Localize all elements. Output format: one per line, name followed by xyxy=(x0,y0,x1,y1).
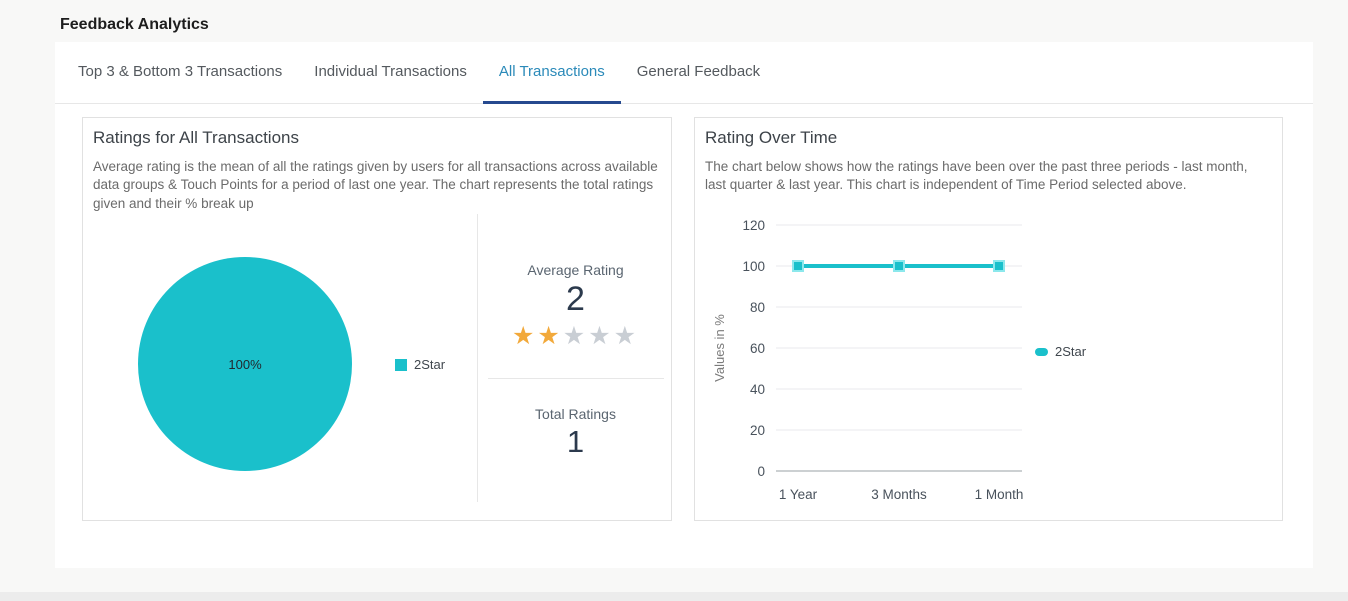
horizontal-divider xyxy=(487,378,664,379)
pie-legend-item-2star[interactable]: 2Star xyxy=(395,357,445,372)
card-title: Rating Over Time xyxy=(705,128,838,147)
legend-label: 2Star xyxy=(414,357,446,372)
svg-text:40: 40 xyxy=(750,382,765,397)
svg-text:100: 100 xyxy=(742,259,765,274)
rating-stats: Average Rating 2 ★★★★★ Total Ratings 1 xyxy=(478,262,673,460)
line-legend-item-2star[interactable]: 2Star xyxy=(1035,344,1086,359)
total-ratings-value: 1 xyxy=(566,424,585,459)
average-rating-label: Average Rating xyxy=(527,262,624,278)
star-empty-icon: ★★★ xyxy=(562,322,640,350)
pie-chart: 100% xyxy=(138,257,352,471)
svg-text:120: 120 xyxy=(742,218,765,233)
tab-all-transactions[interactable]: All Transactions xyxy=(482,42,621,104)
total-ratings-label: Total Ratings xyxy=(535,406,616,422)
pie-slice-label: 100% xyxy=(228,356,262,372)
tab-general-feedback[interactable]: General Feedback xyxy=(621,42,776,104)
svg-text:3 Months: 3 Months xyxy=(871,487,927,502)
svg-text:1 Month: 1 Month xyxy=(975,487,1024,502)
svg-text:80: 80 xyxy=(750,300,765,315)
card-description: Average rating is the mean of all the ra… xyxy=(93,159,658,211)
card-title: Ratings for All Transactions xyxy=(93,128,299,147)
tab-label: Top 3 & Bottom 3 Transactions xyxy=(78,63,283,80)
line-chart-svg: 0 20 40 60 80 100 120 1 Year 3 Months 1 Month Valu… xyxy=(712,218,1024,502)
rating-over-time-card: Rating Over Time The chart below shows h… xyxy=(694,117,1283,521)
average-rating-value: 2 xyxy=(566,280,585,318)
svg-text:Values in %: Values in % xyxy=(712,314,727,382)
footer-strip xyxy=(0,592,1348,601)
svg-text:60: 60 xyxy=(750,341,765,356)
legend-label: 2Star xyxy=(1055,344,1087,359)
tab-label: Individual Transactions xyxy=(314,63,467,80)
ratings-for-all-transactions-card: Ratings for All Transactions Average rat… xyxy=(82,117,672,521)
tab-label: All Transactions xyxy=(498,63,605,80)
svg-text:20: 20 xyxy=(750,423,765,438)
tab-individual-transactions[interactable]: Individual Transactions xyxy=(298,42,483,104)
svg-text:1 Year: 1 Year xyxy=(779,487,818,502)
content-panel: Top 3 & Bottom 3 Transactions Individual… xyxy=(55,42,1313,568)
vertical-divider xyxy=(477,214,478,502)
tab-label: General Feedback xyxy=(636,63,761,80)
tab-bar: Top 3 & Bottom 3 Transactions Individual… xyxy=(55,42,1313,104)
legend-swatch xyxy=(1035,347,1048,356)
tab-top3-bottom3-transactions[interactable]: Top 3 & Bottom 3 Transactions xyxy=(62,42,298,104)
star-filled-icon: ★★ xyxy=(511,322,563,350)
page-title: Feedback Analytics xyxy=(60,16,209,33)
legend-swatch xyxy=(395,358,407,371)
svg-text:0: 0 xyxy=(757,464,765,479)
card-description: The chart below shows how the ratings ha… xyxy=(705,159,1248,193)
star-rating: ★★★★★ xyxy=(478,321,673,351)
